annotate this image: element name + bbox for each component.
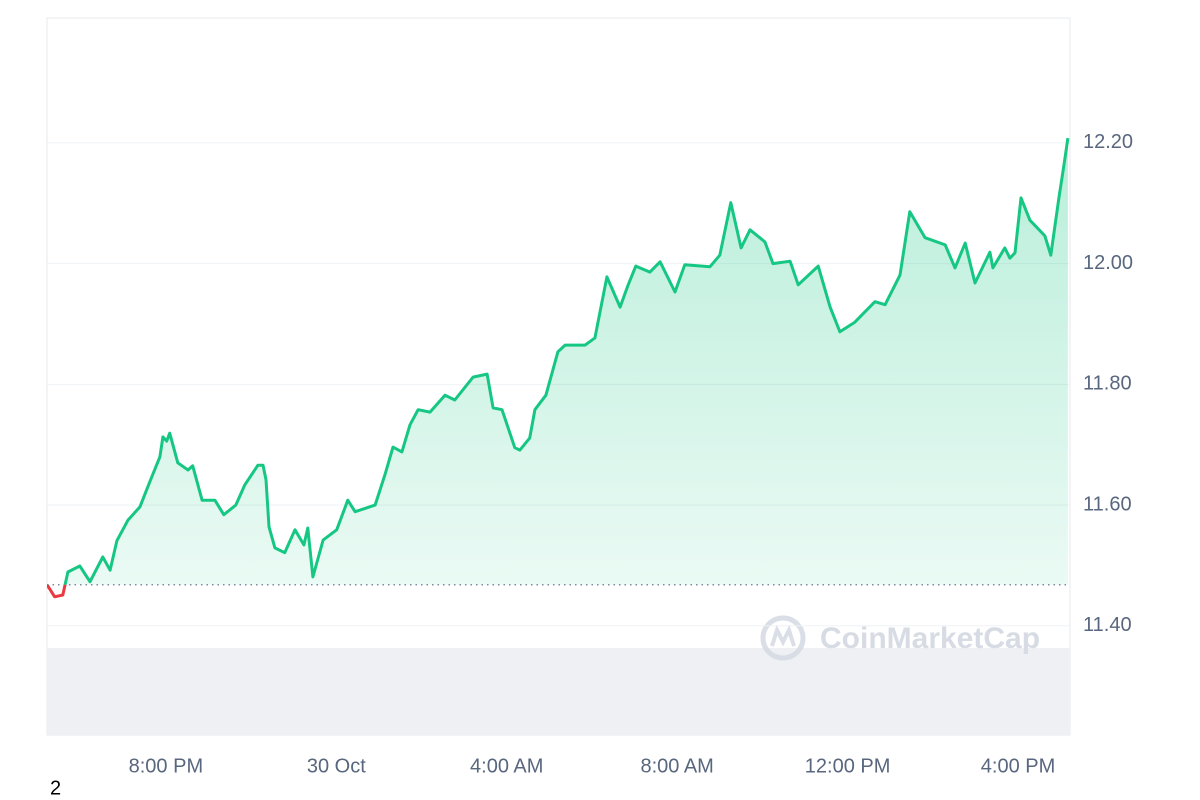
y-tick-label: 11.80 bbox=[1083, 373, 1132, 395]
price-line bbox=[47, 137, 1070, 585]
volume-area bbox=[47, 648, 1070, 735]
price-area bbox=[47, 138, 1068, 585]
watermark-logo bbox=[760, 615, 806, 661]
x-tick-label: 12:00 PM bbox=[805, 755, 891, 777]
x-tick-label: 30 Oct bbox=[307, 755, 366, 777]
y-tick-label: 12.20 bbox=[1083, 131, 1133, 153]
x-tick-label: 8:00 PM bbox=[129, 755, 203, 777]
x-tick-label: 4:00 PM bbox=[981, 755, 1055, 777]
x-tick-label: 4:00 AM bbox=[470, 755, 543, 777]
x-tick-label: 8:00 AM bbox=[640, 755, 713, 777]
y-tick-label: 11.40 bbox=[1083, 614, 1132, 636]
watermark: CoinMarketCap bbox=[820, 622, 1040, 655]
footnote: 2 bbox=[50, 777, 61, 799]
y-tick-label: 11.60 bbox=[1083, 493, 1132, 515]
y-tick-label: 12.00 bbox=[1083, 252, 1133, 274]
